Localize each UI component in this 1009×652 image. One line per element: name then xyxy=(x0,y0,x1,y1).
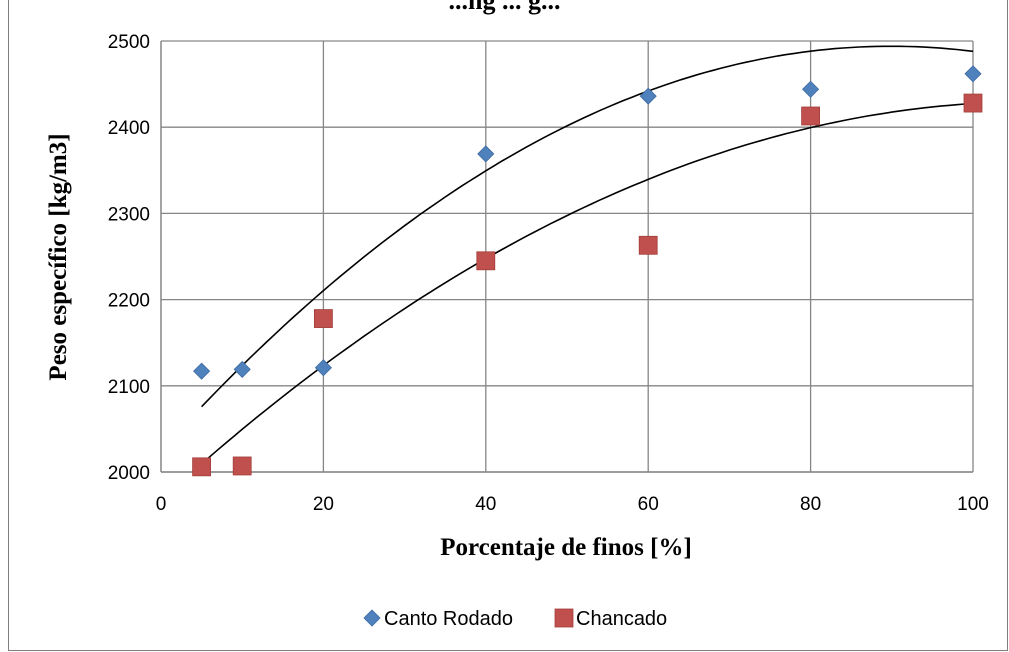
data-point-chancado xyxy=(638,235,658,255)
x-tick-label: 100 xyxy=(957,494,989,515)
y-tick-label: 2400 xyxy=(108,118,150,139)
legend-marker-canto-rodado xyxy=(363,609,381,627)
trendlines xyxy=(201,45,974,465)
legend-marker-chancado xyxy=(554,608,574,628)
data-point-chancado xyxy=(801,106,820,126)
y-tick-label: 2200 xyxy=(108,291,150,312)
chart-frame xyxy=(8,0,1008,651)
data-point-chancado xyxy=(313,309,333,328)
trendline-canto-rodado xyxy=(201,45,974,408)
chart-title: ...ng ... g... xyxy=(448,0,561,15)
data-point-canto-rodado xyxy=(477,145,495,163)
x-tick-label: 80 xyxy=(800,494,821,515)
data-point-canto-rodado xyxy=(193,362,211,380)
x-tick-label: 40 xyxy=(475,494,496,515)
trendline-chancado xyxy=(201,102,974,465)
y-tick-label: 2100 xyxy=(108,377,150,398)
data-point-chancado xyxy=(963,93,983,113)
y-tick-label: 2300 xyxy=(108,204,150,225)
y-axis-title: Peso específico [kg/m3] xyxy=(45,133,72,380)
data-points xyxy=(192,65,983,477)
data-point-canto-rodado xyxy=(639,87,657,105)
data-point-canto-rodado xyxy=(233,360,251,378)
data-point-canto-rodado xyxy=(964,65,982,83)
tick-labels: 0 20 40 60 80 100 2000 2100 2200 2300 2400 2500 xyxy=(108,32,989,515)
x-axis-title: Porcentaje de finos [%] xyxy=(440,534,692,561)
grid xyxy=(160,40,974,473)
legend: Canto Rodado Chancado xyxy=(363,608,667,630)
data-point-canto-rodado xyxy=(802,80,820,98)
x-tick-label: 60 xyxy=(638,494,659,515)
x-tick-label: 20 xyxy=(313,494,334,515)
data-point-chancado xyxy=(192,457,212,477)
x-tick-label: 0 xyxy=(156,494,167,515)
legend-label-chancado: Chancado xyxy=(576,608,667,630)
data-point-canto-rodado xyxy=(314,359,332,377)
y-tick-label: 2000 xyxy=(108,463,150,484)
y-tick-label: 2500 xyxy=(108,32,150,53)
data-point-chancado xyxy=(232,456,252,476)
data-point-chancado xyxy=(476,251,496,271)
legend-label-canto-rodado: Canto Rodado xyxy=(384,608,513,630)
